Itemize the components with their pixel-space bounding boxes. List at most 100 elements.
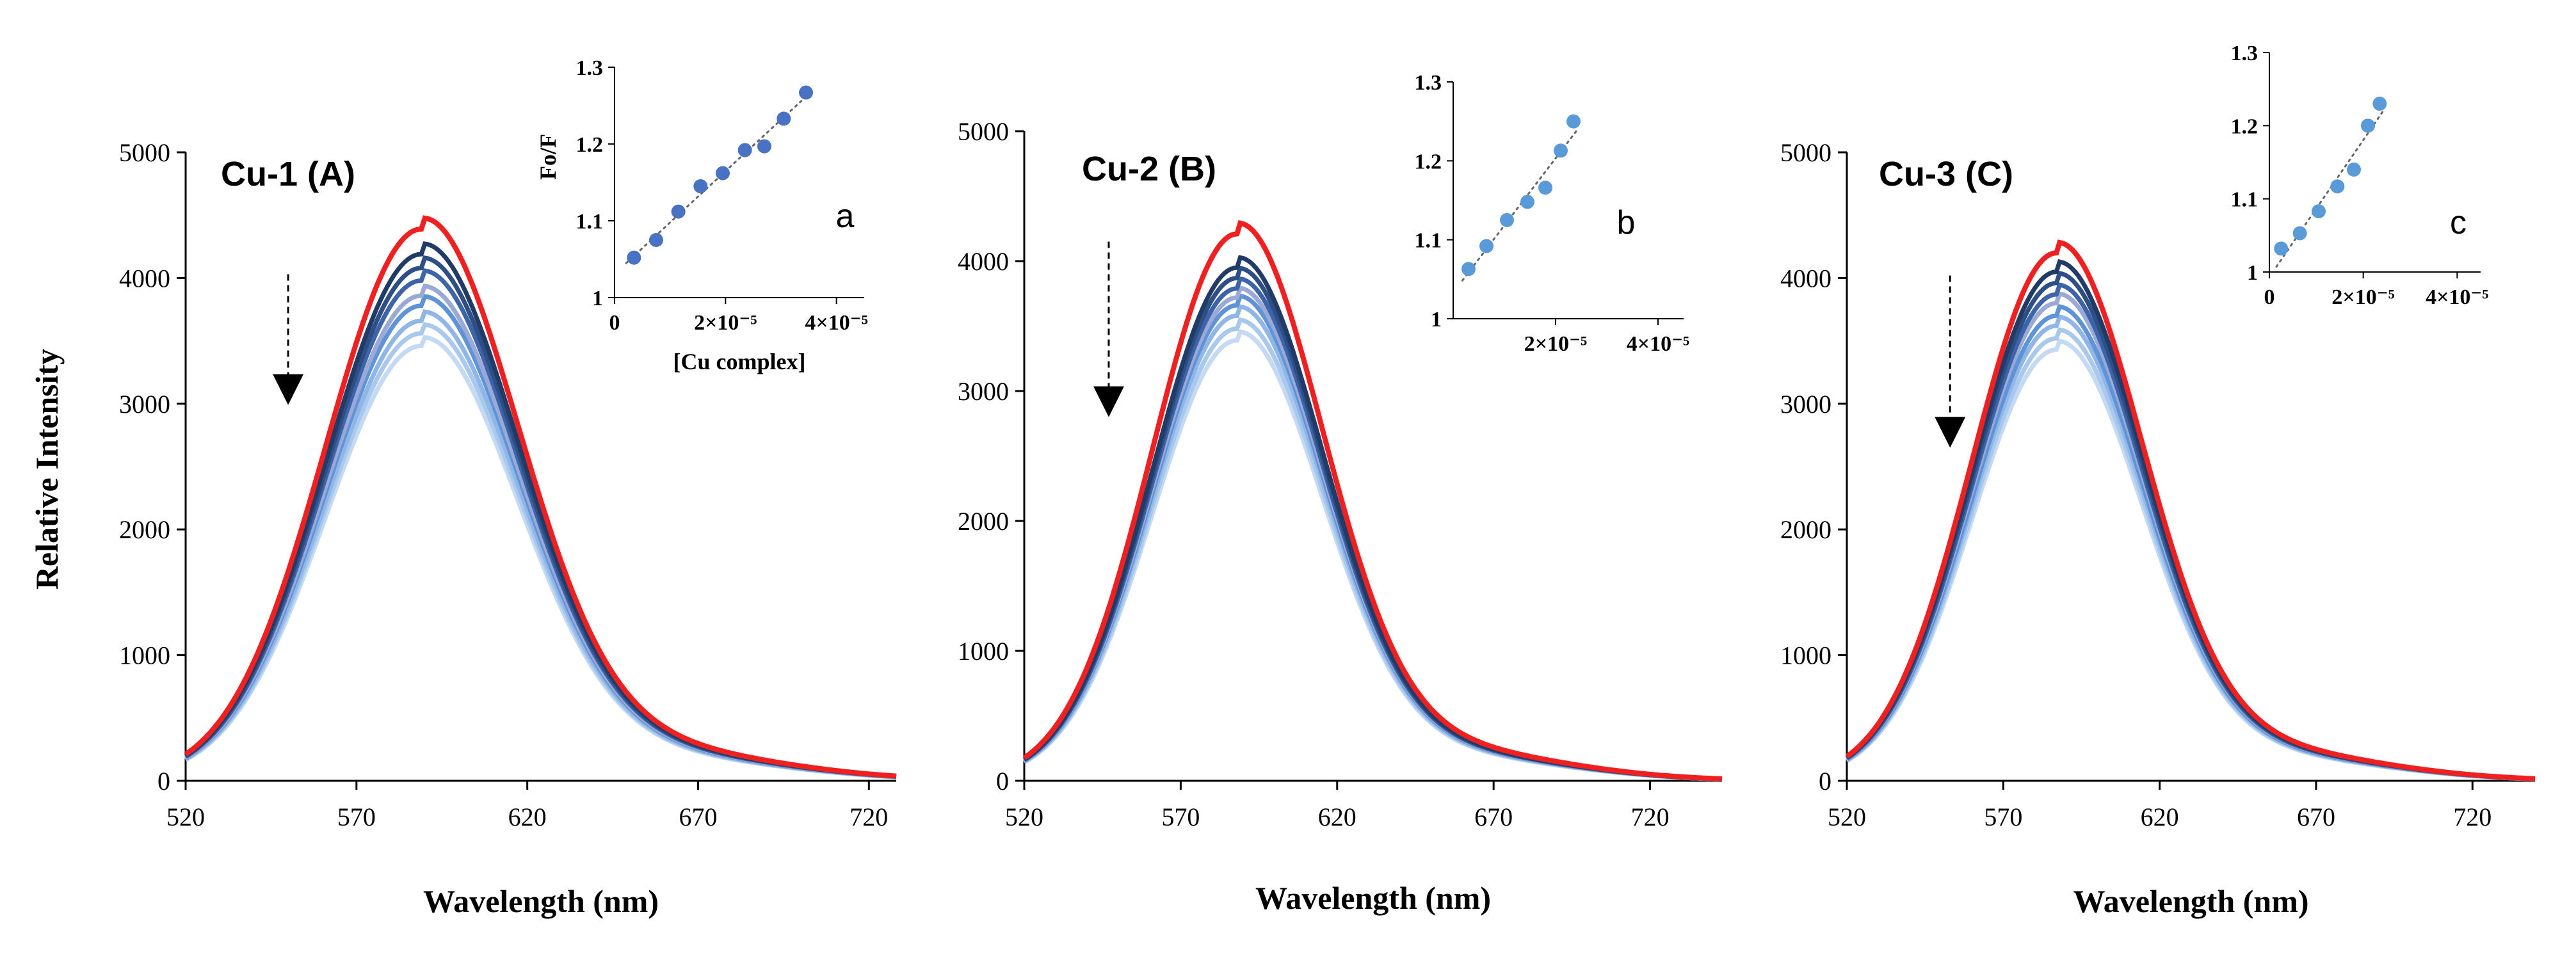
y-tick-label: 4000 (119, 264, 170, 292)
y-tick-label: 5000 (958, 117, 1009, 146)
spectrum-line-step1 (1845, 259, 2536, 781)
y-tick-label: 5000 (1780, 138, 1831, 167)
inset-x-tick-label: 2×10⁻⁵ (2331, 285, 2395, 309)
y-tick-label: 0 (996, 767, 1009, 796)
inset-x-tick-label: 4×10⁻⁵ (1627, 332, 1690, 356)
x-axis-title: Wavelength (nm) (423, 883, 659, 919)
x-tick-label: 520 (166, 803, 205, 831)
inset-x-tick-label: 4×10⁻⁵ (2426, 285, 2489, 309)
spectrum-line-control (1845, 239, 2536, 781)
inset-x-tick-label: 0 (609, 311, 620, 335)
inset-data-point (1538, 180, 1552, 195)
y-tick-label: 2000 (1780, 515, 1831, 544)
x-axis-title: Wavelength (nm) (1255, 880, 1491, 916)
chart-panel-1: 0 1000 2000 3000 4000 5000 520 570 620 670 720 Wave… (119, 56, 897, 919)
y-tick-label: 0 (157, 767, 170, 796)
y-tick-label: 3000 (119, 390, 170, 419)
inset-y-tick-label: 1.3 (2231, 42, 2258, 65)
x-tick-label: 620 (508, 803, 547, 831)
inset-data-point (737, 143, 752, 157)
inset-x-tick-label: 2×10⁻⁵ (694, 311, 757, 335)
inset-data-point (1520, 195, 1534, 209)
spectrum-line-step1 (184, 241, 897, 779)
spectrum-line-step2 (1846, 271, 2536, 781)
panel-title: Cu-3 (C) (1879, 155, 2013, 193)
inset-y-tick-label: 1 (1431, 308, 1442, 332)
inset-y-tick-label: 1.1 (576, 210, 604, 234)
y-tick-label: 5000 (119, 138, 170, 167)
spectrum-line-control (184, 215, 897, 779)
inset-data-point (2372, 97, 2387, 111)
panel-title: Cu-1 (A) (221, 155, 355, 193)
inset-data-point (1500, 212, 1514, 227)
y-tick-label: 4000 (958, 247, 1009, 276)
inset-trend-line (2275, 108, 2385, 268)
inset-y-tick-label: 1.3 (576, 56, 604, 80)
inset-letter: c (2450, 204, 2467, 241)
inset-letter: a (836, 198, 855, 235)
x-tick-label: 670 (1474, 803, 1513, 831)
inset-data-point (693, 179, 708, 193)
chart-panel-2: 0 1000 2000 3000 4000 5000 520 570 620 670 720 Wave… (958, 71, 1723, 916)
inset-y-tick-label: 1.1 (2231, 188, 2258, 212)
x-tick-label: 570 (337, 803, 376, 831)
inset-data-point (649, 233, 663, 247)
y-tick-label: 3000 (958, 377, 1009, 406)
y-axis-title: Relative Intensity (29, 349, 65, 589)
inset-plot: 1 1.1 1.2 1.3 0 2×10⁻⁵ 4×10⁻⁵ a Fo/F [Cu complex] (535, 56, 868, 374)
quench-arrow-head (1093, 386, 1124, 417)
x-tick-label: 670 (2297, 803, 2335, 831)
x-axis-title: Wavelength (nm) (2073, 883, 2308, 919)
y-tick-label: 2000 (958, 507, 1009, 536)
inset-y-tick-label: 1.3 (1415, 71, 1442, 95)
inset-data-point (2347, 162, 2361, 177)
x-tick-label: 520 (1005, 803, 1043, 831)
chart-panel-3: 0 1000 2000 3000 4000 5000 520 570 620 670 720 Wave… (1780, 42, 2536, 919)
x-tick-label: 720 (2453, 803, 2491, 831)
inset-plot: 1 1.1 1.2 1.3 2×10⁻⁵ 4×10⁻⁵ b (1415, 71, 1690, 356)
inset-x-tick-label: 2×10⁻⁵ (1524, 332, 1588, 356)
inset-data-point (1566, 114, 1581, 129)
quench-arrow-head (1935, 417, 1966, 448)
y-tick-label: 2000 (119, 515, 170, 544)
inset-data-point (777, 111, 791, 126)
spectrum-line-step1 (1023, 255, 1723, 781)
inset-y-tick-label: 1.2 (576, 133, 604, 157)
y-tick-label: 1000 (119, 641, 170, 670)
x-tick-label: 720 (849, 803, 888, 831)
y-tick-label: 3000 (1780, 390, 1831, 419)
spectrum-line-step3 (1846, 282, 2536, 781)
inset-data-point (757, 139, 771, 154)
panel-title: Cu-2 (B) (1082, 150, 1216, 188)
x-tick-label: 520 (1828, 803, 1866, 831)
spectrum-line-step3 (1023, 276, 1723, 781)
inset-data-point (2292, 226, 2307, 241)
inset-y-label: Fo/F (535, 134, 561, 180)
inset-y-tick-label: 1.2 (2231, 115, 2258, 138)
x-tick-label: 570 (1984, 803, 2022, 831)
inset-y-tick-label: 1 (2247, 261, 2258, 285)
spectrum-line-control (1022, 220, 1723, 781)
inset-data-point (2330, 179, 2345, 194)
inset-data-point (627, 250, 641, 265)
inset-letter: b (1617, 204, 1636, 241)
inset-data-point (716, 166, 730, 180)
y-tick-label: 1000 (958, 637, 1009, 666)
inset-data-point (1554, 143, 1568, 158)
y-tick-label: 1000 (1780, 641, 1831, 670)
inset-y-tick-label: 1.1 (1415, 229, 1442, 253)
y-tick-label: 0 (1819, 767, 1831, 796)
inset-data-point (2312, 204, 2326, 219)
inset-y-tick-label: 1 (592, 287, 603, 310)
inset-data-point (1479, 239, 1493, 253)
inset-data-point (799, 85, 813, 100)
x-tick-label: 620 (1318, 803, 1356, 831)
inset-x-tick-label: 4×10⁻⁵ (805, 311, 868, 335)
inset-x-label: [Cu complex] (673, 349, 806, 374)
x-tick-label: 720 (1631, 803, 1670, 831)
quench-arrow-head (273, 374, 304, 405)
x-tick-label: 570 (1161, 803, 1200, 831)
